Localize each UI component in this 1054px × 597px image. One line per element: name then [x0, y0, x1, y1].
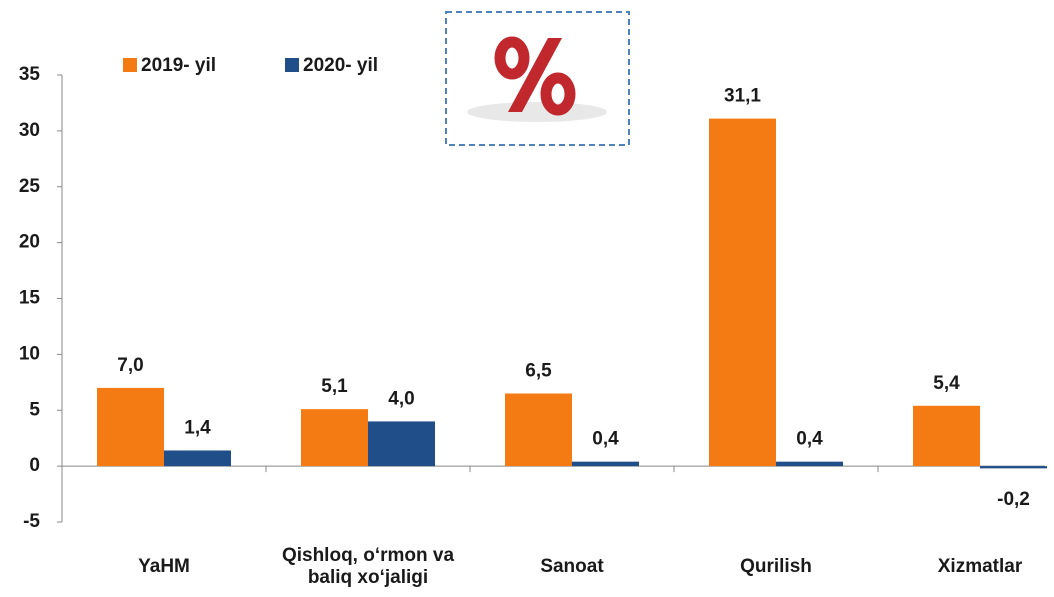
bar: [505, 393, 572, 467]
bar: [913, 405, 980, 467]
value-label: 31,1: [724, 86, 761, 107]
y-tick-label: 10: [19, 343, 40, 364]
value-label: 1,4: [184, 417, 211, 438]
percent-icon: [467, 36, 607, 122]
bar: [709, 118, 776, 467]
value-label: 7,0: [117, 355, 143, 376]
y-tick-label: 35: [19, 64, 41, 85]
legend-swatch: [123, 58, 137, 72]
legend-label: 2020- yil: [303, 55, 378, 76]
bar: [980, 466, 1047, 469]
legend-label: 2019- yil: [141, 55, 216, 76]
x-tick-label: Qishloq, o‘rmon va baliq xo‘jaligi: [281, 545, 455, 588]
value-label: 6,5: [525, 361, 552, 382]
bar: [97, 387, 164, 467]
x-tick-label: Xizmatlar: [937, 556, 1023, 577]
y-tick-label: -5: [23, 511, 40, 532]
bar: [164, 450, 231, 467]
icon-frame: [445, 11, 630, 146]
value-label: 5,1: [321, 376, 348, 397]
y-tick-label: 25: [19, 176, 41, 197]
value-label: 5,4: [933, 373, 960, 394]
legend-swatch: [285, 58, 299, 72]
y-tick-label: 0: [29, 455, 40, 476]
y-tick-label: 5: [29, 399, 40, 420]
value-label: 0,4: [592, 429, 619, 450]
bar: [572, 461, 639, 467]
value-label: 4,0: [388, 388, 414, 409]
x-tick-label: Sanoat: [540, 556, 604, 577]
bar: [301, 409, 368, 467]
y-tick-label: 30: [19, 120, 40, 141]
x-tick-label: YaHM: [138, 556, 190, 577]
y-tick-label: 15: [19, 288, 41, 309]
bar: [368, 421, 435, 467]
x-tick-label: Qurilish: [740, 556, 812, 577]
bar: [776, 461, 843, 467]
y-tick-label: 20: [19, 232, 40, 253]
value-label: -0,2: [997, 489, 1030, 510]
value-label: 0,4: [796, 429, 823, 450]
